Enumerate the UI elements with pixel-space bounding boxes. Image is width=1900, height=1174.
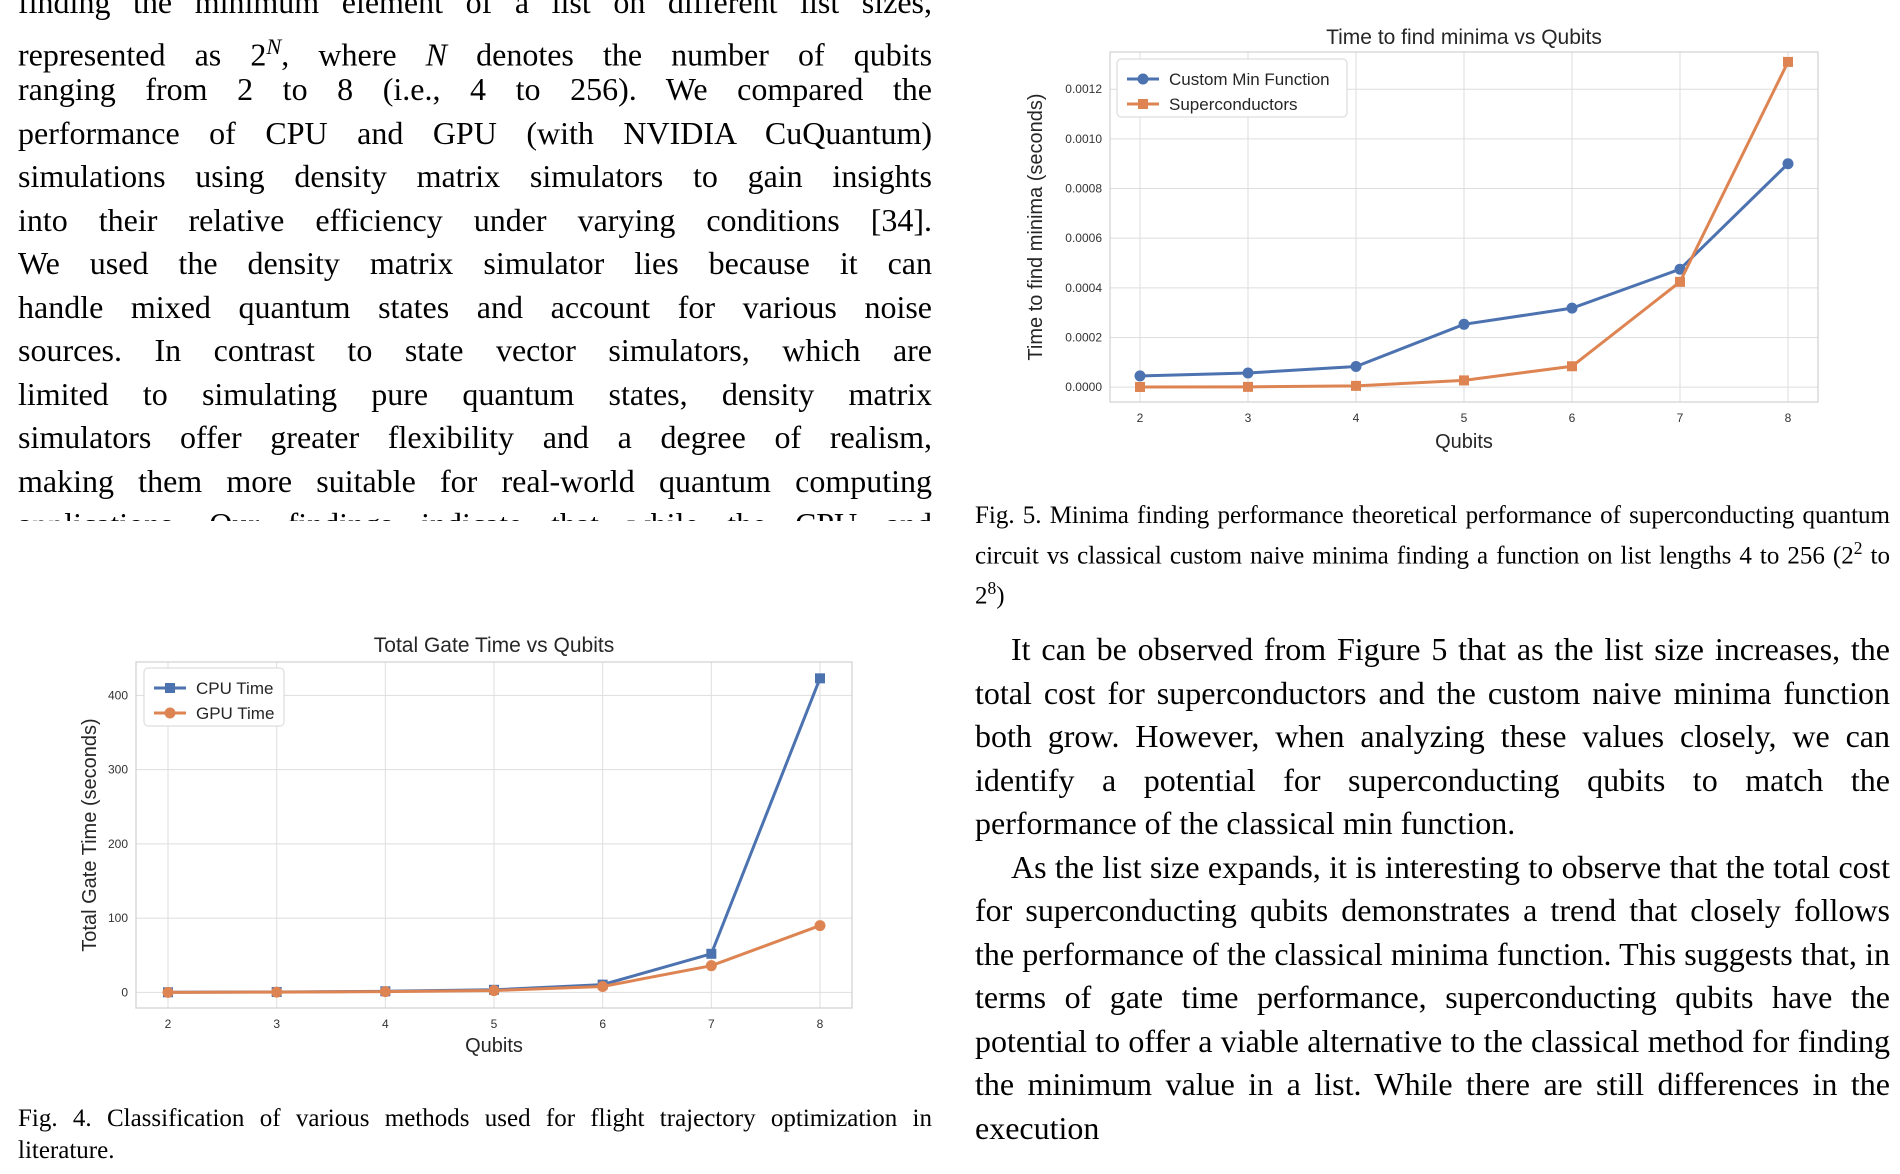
x-tick-label: 6	[599, 1017, 606, 1031]
plot-frame	[135, 661, 853, 1009]
x-tick-label: 7	[1677, 411, 1684, 425]
left-text-line: handle mixed quantum states and account …	[18, 288, 932, 325]
legend-label: Superconductors	[1169, 95, 1298, 114]
y-axis-label: Time to find minima (seconds)	[1025, 93, 1047, 360]
data-point	[1567, 361, 1577, 372]
y-tick-label: 200	[108, 837, 128, 851]
data-point	[814, 920, 826, 932]
data-point	[815, 673, 825, 684]
data-point	[1459, 375, 1469, 386]
data-point	[162, 986, 174, 998]
fig4-caption: Fig. 4. Classification of various method…	[18, 1105, 932, 1164]
x-axis-label: Qubits	[465, 1035, 523, 1057]
x-tick-label: 2	[165, 1017, 172, 1031]
left-text-line: finding the minimum element of a list on…	[18, 0, 932, 20]
left-text-line: sources. In contrast to state vector sim…	[18, 332, 932, 368]
x-tick-label: 3	[1245, 411, 1252, 425]
x-tick-label: 6	[1569, 411, 1576, 425]
left-text-line: represented as 2N, where N denotes the n…	[18, 33, 932, 73]
data-point	[706, 948, 717, 959]
data-point	[1566, 302, 1578, 314]
right-paragraph-1: It can be observed from Figure 5 that as…	[975, 631, 1890, 841]
left-text-line: simulators offer greater flexibility and…	[18, 419, 932, 455]
legend-marker	[1137, 73, 1149, 85]
data-point	[1783, 56, 1793, 67]
data-point	[1243, 381, 1253, 392]
y-tick-label: 0.0006	[1065, 231, 1102, 245]
legend-marker	[165, 683, 175, 693]
legend-box	[1116, 58, 1348, 118]
plot-frame	[1109, 51, 1819, 403]
data-point	[1675, 276, 1685, 287]
left-text-line: making them more suitable for real-world…	[18, 462, 932, 499]
x-tick-label: 4	[382, 1017, 389, 1031]
left-text-line: ranging from 2 to 8 (i.e., 4 to 256). We…	[18, 71, 932, 107]
y-tick-label: 0	[121, 985, 128, 999]
y-tick-label: 400	[108, 688, 128, 702]
x-tick-label: 8	[1785, 411, 1792, 425]
legend-label: CPU Time	[196, 679, 273, 698]
y-tick-label: 100	[108, 911, 128, 925]
y-tick-label: 0.0002	[1065, 330, 1102, 344]
y-tick-label: 0.0012	[1065, 82, 1102, 96]
chart-title: Time to find minima vs Qubits	[1326, 26, 1602, 49]
legend-label: Custom Min Function	[1169, 70, 1330, 89]
y-axis-label: Total Gate Time (seconds)	[79, 718, 101, 951]
legend-marker	[1138, 99, 1148, 109]
left-text-line: limited to simulating pure quantum state…	[18, 375, 932, 412]
data-point	[379, 986, 391, 998]
y-tick-label: 0.0000	[1065, 380, 1102, 394]
left-text-line: performance of CPU and GPU (with NVIDIA …	[18, 114, 932, 151]
fig5-chart: Time to find minima vs Qubits 2 3 4 5 6 7 8 0.00…	[1025, 26, 1819, 453]
x-tick-label: 5	[491, 1017, 498, 1031]
chart-title: Total Gate Time vs Qubits	[374, 634, 614, 657]
data-point	[1350, 361, 1362, 373]
right-column-text: It can be observed from Figure 5 that as…	[975, 628, 1890, 1174]
fig4-chart: Total Gate Time vs Qubits 2 3 4 5 6 7 8 0 100 200 3…	[79, 634, 853, 1057]
x-tick-label: 3	[273, 1017, 280, 1031]
left-text-line: into their relative efficiency under var…	[18, 201, 932, 238]
y-tick-label: 0.0004	[1065, 281, 1102, 295]
data-point	[1242, 367, 1254, 379]
fig5-caption: Fig. 5. Minima finding performance theor…	[975, 502, 1890, 610]
left-text-line: simulations using density matrix simulat…	[18, 158, 932, 194]
data-point	[1674, 263, 1686, 275]
data-point	[705, 960, 717, 972]
x-tick-label: 7	[708, 1017, 715, 1031]
data-point	[1782, 158, 1794, 170]
data-point	[271, 986, 283, 998]
data-point	[488, 985, 500, 997]
left-text-line: We used the density matrix simulator lie…	[18, 245, 932, 281]
right-paragraph-2: As the list size expands, it is interest…	[975, 848, 1890, 1146]
data-point	[1134, 370, 1146, 382]
data-point	[1458, 318, 1470, 330]
data-point	[1135, 381, 1145, 392]
x-tick-label: 4	[1353, 411, 1360, 425]
legend-marker	[164, 707, 176, 719]
data-point	[1351, 380, 1361, 391]
data-point	[597, 980, 609, 992]
left-column-text: finding the minimum element of a list on…	[18, 0, 932, 521]
y-tick-label: 0.0010	[1065, 132, 1102, 146]
y-tick-label: 0.0008	[1065, 182, 1102, 196]
x-tick-label: 2	[1137, 411, 1144, 425]
x-tick-label: 8	[817, 1017, 824, 1031]
y-tick-label: 300	[108, 763, 128, 777]
left-text-line: applications. Our findings indicate that…	[18, 503, 932, 521]
x-tick-label: 5	[1461, 411, 1468, 425]
legend-label: GPU Time	[196, 704, 274, 723]
x-axis-label: Qubits	[1435, 431, 1493, 453]
